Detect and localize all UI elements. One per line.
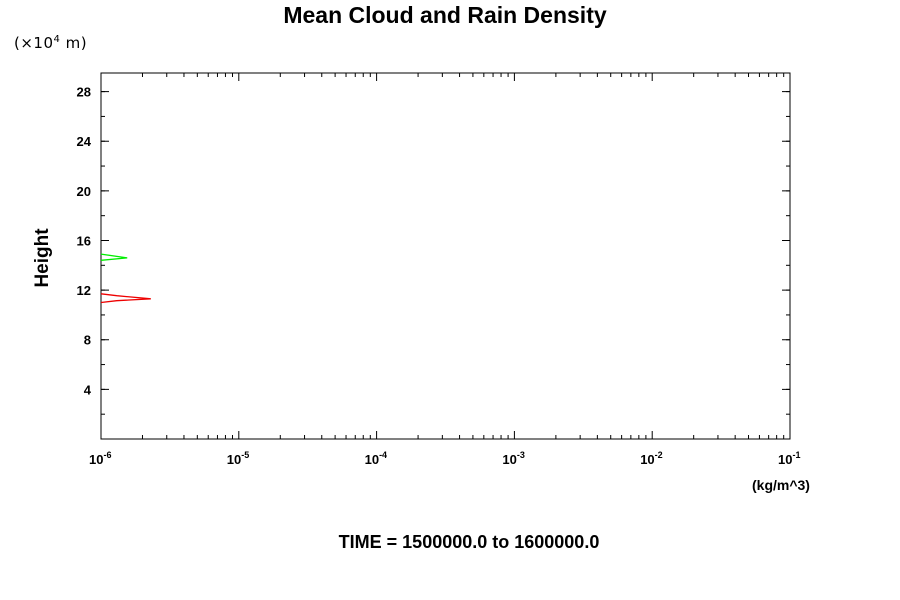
x-tick-label: 10-5 bbox=[227, 450, 249, 467]
series-line-2 bbox=[100, 293, 151, 304]
y-unit-exponent: 4 bbox=[53, 34, 61, 45]
y-tick-label: 12 bbox=[77, 283, 91, 298]
chart-title: Mean Cloud and Rain Density bbox=[283, 2, 607, 28]
x-tick-label: 10-3 bbox=[502, 450, 524, 467]
y-tick-label: 16 bbox=[77, 233, 91, 248]
y-tick-label: 24 bbox=[77, 134, 92, 149]
y-tick-label: 20 bbox=[77, 184, 91, 199]
x-tick-label: 10-6 bbox=[89, 450, 111, 467]
y-tick-label: 8 bbox=[84, 333, 91, 348]
time-range-caption: TIME = 1500000.0 to 1600000.0 bbox=[338, 532, 600, 552]
series-line-1 bbox=[100, 253, 128, 261]
x-tick-label: 10-2 bbox=[640, 450, 662, 467]
y-unit-prefix: (×10 bbox=[14, 34, 54, 52]
x-tick-label: 10-1 bbox=[778, 450, 800, 467]
y-axis-unit: (×104 m) bbox=[14, 34, 87, 52]
x-tick-label: 10-4 bbox=[365, 450, 387, 467]
x-axis-unit: (kg/m^3) bbox=[752, 477, 810, 493]
y-tick-label: 4 bbox=[84, 382, 92, 397]
y-tick-label: 28 bbox=[77, 85, 91, 100]
plot-frame bbox=[100, 72, 791, 440]
y-unit-suffix: m) bbox=[60, 34, 88, 52]
